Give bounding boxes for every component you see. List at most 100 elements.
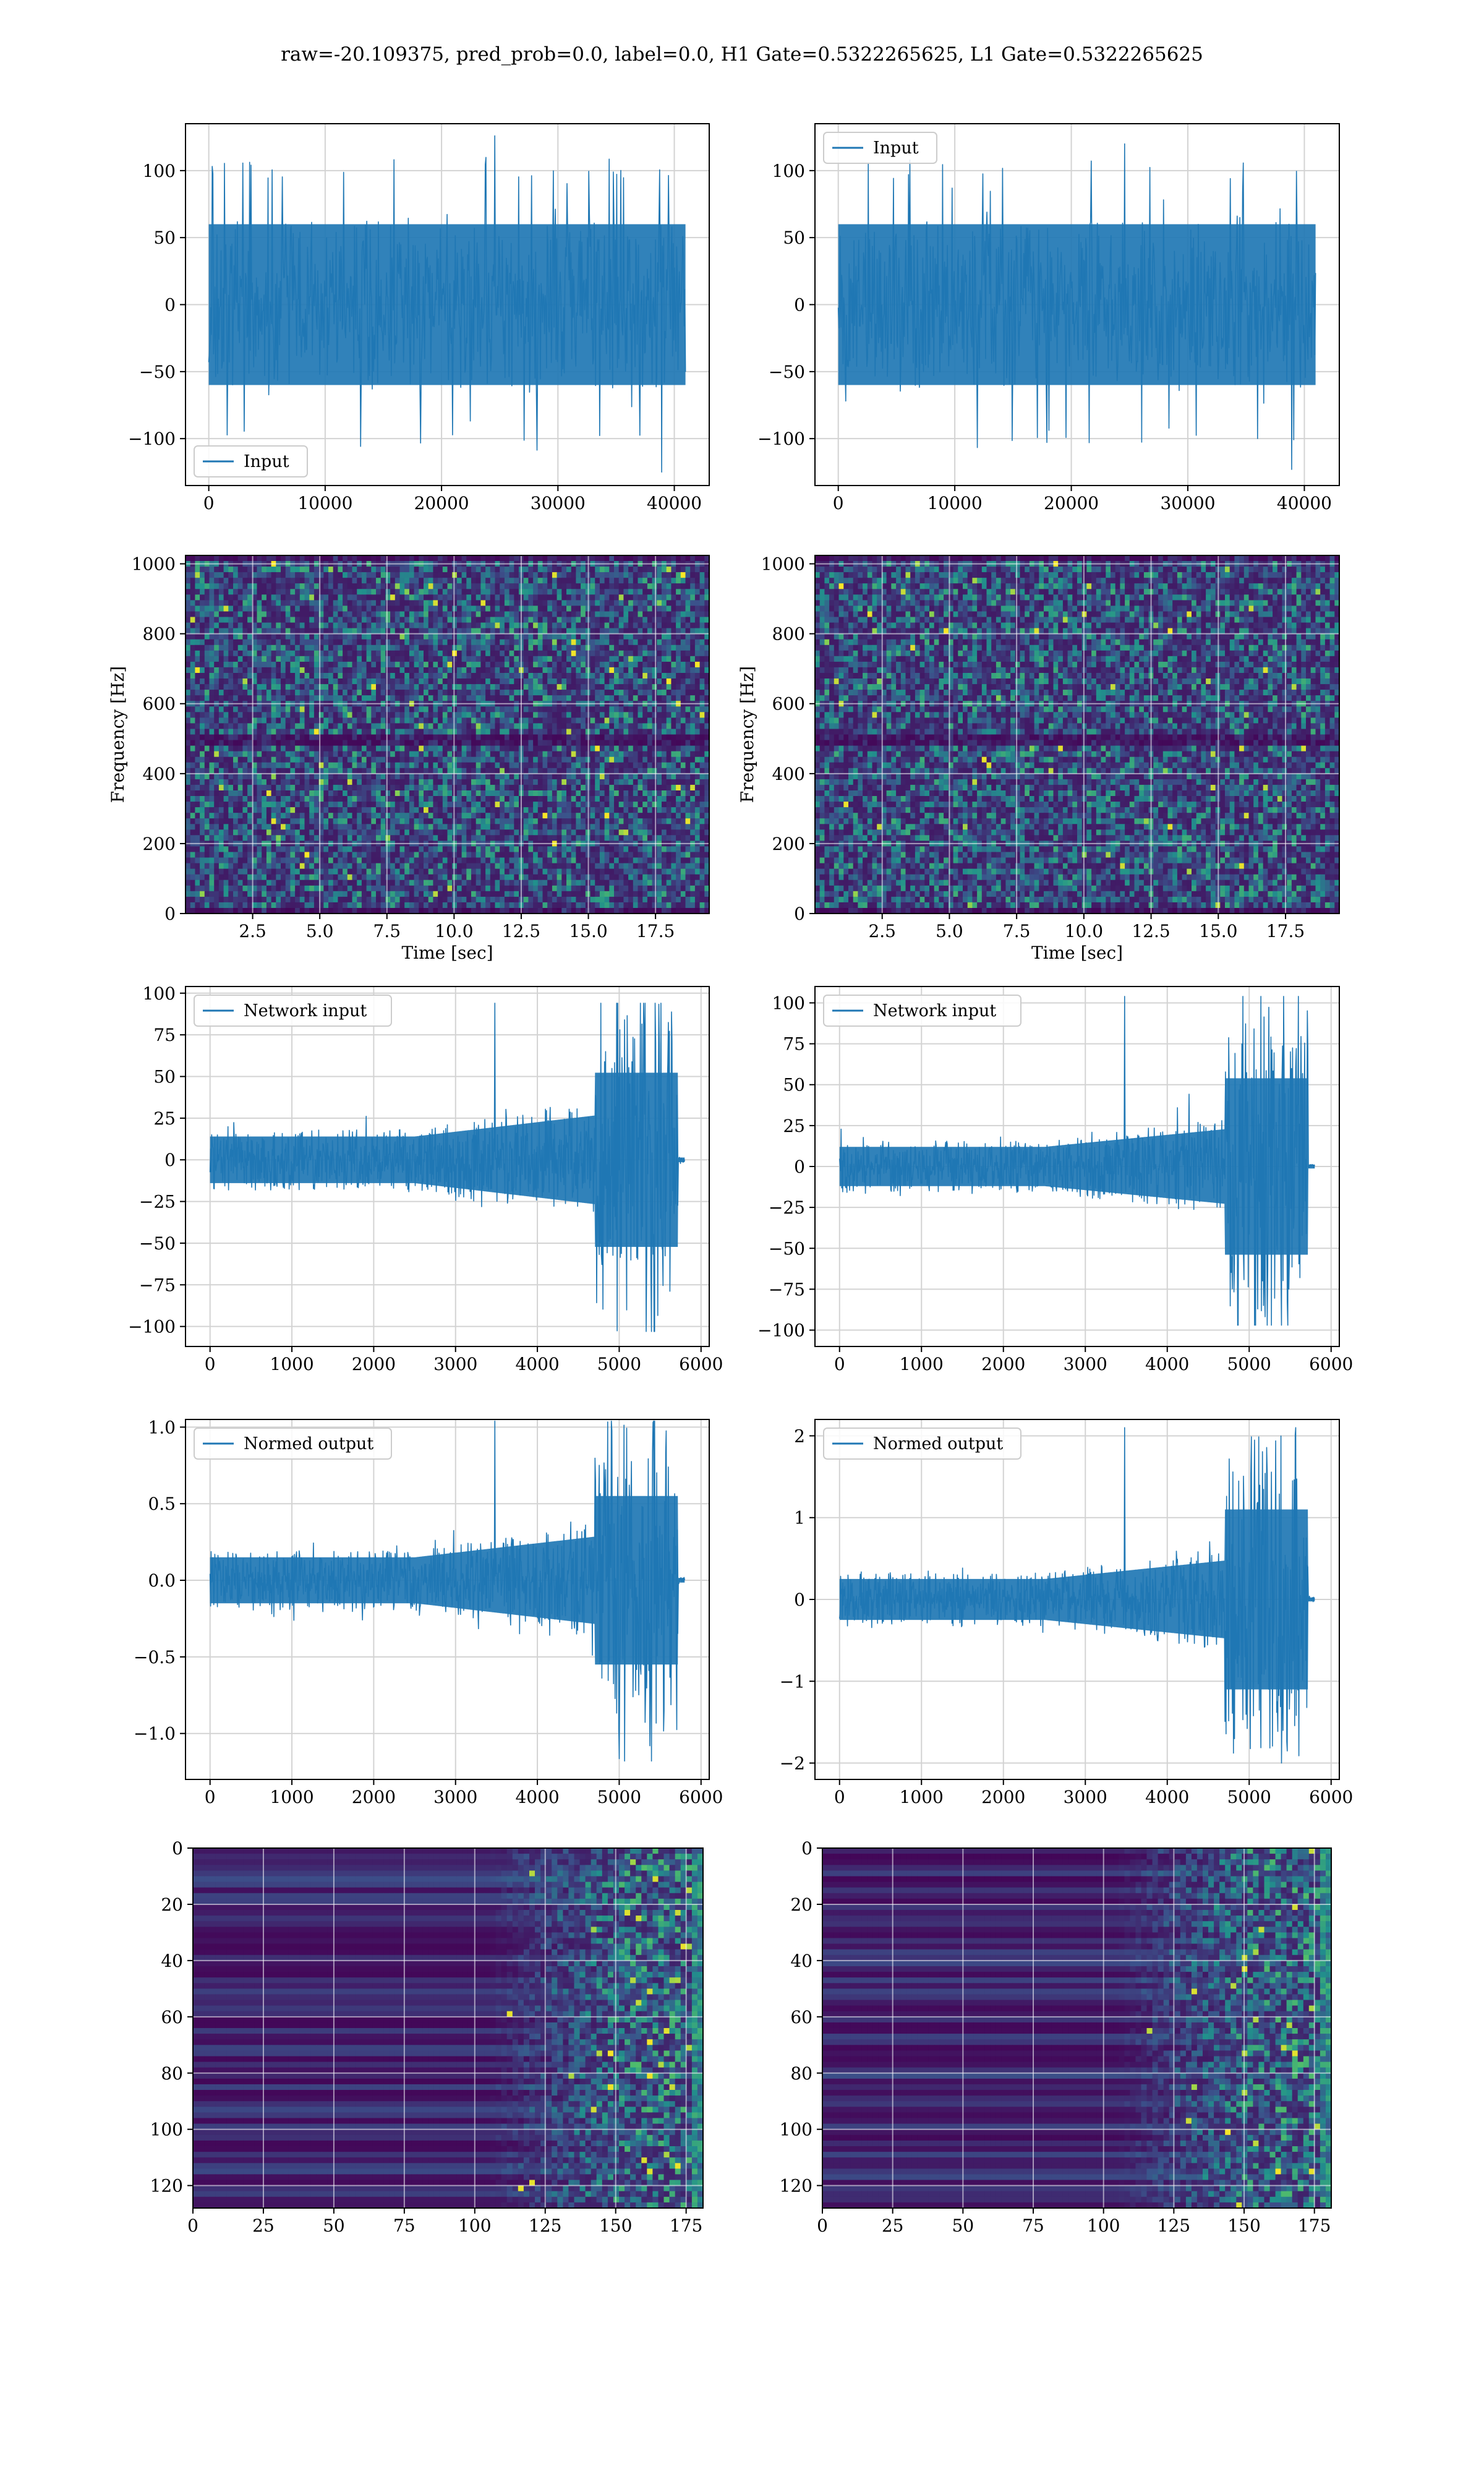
heatmap-cell: [385, 622, 391, 629]
heatmap-cell: [414, 684, 419, 690]
heatmap-cell: [313, 796, 320, 802]
heatmap-cell: [290, 656, 296, 662]
heatmap-cell: [195, 762, 200, 769]
heatmap-cell: [633, 572, 639, 578]
heatmap-cell: [466, 667, 472, 674]
heatmap-cell: [361, 712, 367, 718]
heatmap-cell: [233, 684, 239, 690]
heatmap-cell: [352, 589, 357, 595]
heatmap-cell: [466, 712, 472, 718]
heatmap-cell: [685, 661, 691, 668]
heatmap-cell: [533, 600, 539, 606]
heatmap-cell: [480, 578, 486, 584]
heatmap-cell: [399, 695, 405, 701]
heatmap-cell: [490, 644, 496, 651]
heatmap-cell: [671, 773, 676, 780]
heatmap-cell: [323, 673, 329, 679]
heatmap-cell: [404, 606, 410, 612]
heatmap-cell: [390, 773, 396, 780]
heatmap-cell: [466, 678, 472, 685]
heatmap-cell: [523, 729, 529, 735]
heatmap-cell: [247, 628, 253, 635]
heatmap-cell: [466, 661, 472, 668]
heatmap-cell: [376, 606, 382, 612]
heatmap-cell: [690, 594, 696, 601]
heatmap-cell: [471, 678, 477, 685]
heatmap-cell: [628, 673, 634, 679]
heatmap-cell: [357, 779, 362, 785]
heatmap-cell: [424, 578, 429, 584]
heatmap-cell: [456, 611, 463, 618]
heatmap-cell: [571, 751, 576, 758]
heatmap-cell: [242, 712, 248, 718]
heatmap-cell: [628, 650, 634, 657]
heatmap-cell: [485, 583, 491, 589]
heatmap-cell: [590, 622, 595, 629]
heatmap-cell: [404, 756, 410, 763]
heatmap-cell: [647, 589, 653, 595]
heatmap-cell: [228, 617, 234, 623]
heatmap-cell: [309, 622, 315, 629]
heatmap-cell: [257, 745, 262, 752]
heatmap-cell: [576, 745, 581, 752]
heatmap-cell: [566, 555, 572, 562]
heatmap-cell: [599, 611, 605, 618]
heatmap-cell: [343, 578, 348, 584]
heatmap-cell: [409, 768, 415, 774]
heatmap-cell: [504, 555, 510, 562]
heatmap-cell: [343, 583, 348, 589]
heatmap-cell: [442, 583, 448, 589]
heatmap-cell: [623, 784, 629, 791]
heatmap-cell: [404, 695, 410, 701]
heatmap-cell: [323, 773, 329, 780]
heatmap-cell: [347, 768, 353, 774]
heatmap-cell: [242, 589, 248, 595]
heatmap-cell: [266, 717, 272, 724]
heatmap-cell: [537, 678, 544, 685]
heatmap-cell: [614, 644, 620, 651]
heatmap-cell: [228, 589, 234, 595]
heatmap-cell: [266, 572, 272, 578]
heatmap-cell: [266, 567, 272, 573]
heatmap-cell: [371, 706, 377, 713]
heatmap-cell: [304, 567, 310, 573]
heatmap-cell: [690, 790, 696, 797]
heatmap-cell: [552, 567, 558, 573]
heatmap-cell: [614, 740, 620, 747]
heatmap-cell: [276, 606, 281, 612]
heatmap-cell: [390, 734, 396, 741]
heatmap-cell: [676, 678, 681, 685]
heatmap-cell: [313, 802, 320, 808]
heatmap-cell: [495, 589, 500, 595]
heatmap-cell: [223, 583, 229, 589]
heatmap-cell: [638, 690, 643, 696]
heatmap-cell: [394, 773, 401, 780]
heatmap-cell: [471, 762, 477, 769]
heatmap-cell: [309, 690, 315, 696]
heatmap-cell: [195, 567, 200, 573]
heatmap-cell: [424, 695, 429, 701]
heatmap-cell: [495, 706, 500, 713]
heatmap-cell: [247, 762, 253, 769]
heatmap-cell: [480, 729, 486, 735]
heatmap-cell: [642, 695, 648, 701]
heatmap-cell: [604, 633, 610, 640]
heatmap-cell: [533, 650, 539, 657]
x-tick-label: 20000: [1044, 493, 1099, 513]
heatmap-cell: [547, 617, 553, 623]
heatmap-cell: [328, 606, 334, 612]
heatmap-cell: [262, 617, 267, 623]
heatmap-cell: [633, 589, 639, 595]
heatmap-cell: [338, 673, 343, 679]
heatmap-cell: [313, 684, 320, 690]
heatmap-cell: [404, 796, 410, 802]
heatmap-cell: [247, 600, 253, 606]
heatmap-cell: [471, 611, 477, 618]
heatmap-cell: [390, 555, 396, 562]
heatmap-cell: [233, 779, 239, 785]
heatmap-cell: [556, 768, 562, 774]
heatmap-cell: [394, 756, 401, 763]
heatmap-cell: [537, 622, 544, 629]
heatmap-cell: [533, 712, 539, 718]
heatmap-cell: [204, 723, 210, 729]
